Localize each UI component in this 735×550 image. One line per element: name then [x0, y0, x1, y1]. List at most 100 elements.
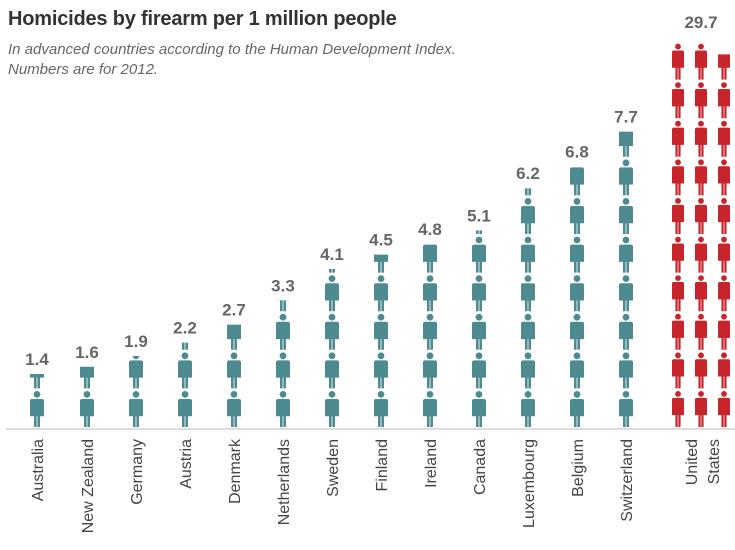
- category-label-layer: Australia New Zealand Germany Austria Denmar…: [30, 438, 723, 533]
- person-icon: [374, 352, 388, 389]
- category-label: Sweden: [325, 439, 342, 497]
- value-label: 6.8: [565, 143, 589, 162]
- person-icon: [423, 313, 437, 350]
- category-label: Switzerland: [619, 439, 636, 522]
- person-icon: [80, 391, 94, 427]
- value-label: 1.9: [124, 332, 148, 351]
- category-label: Finland: [374, 439, 391, 491]
- person-icon-partial: [374, 254, 388, 273]
- category-label: Belgium: [570, 439, 587, 497]
- person-icon: [718, 391, 730, 427]
- person-icon: [325, 352, 339, 389]
- person-icon: [672, 43, 684, 80]
- person-icon: [570, 352, 584, 389]
- value-label: 2.7: [222, 301, 246, 320]
- value-label: 1.4: [25, 350, 49, 369]
- person-icon: [672, 236, 684, 273]
- category-label: Denmark: [227, 438, 244, 504]
- person-icon: [718, 236, 730, 273]
- person-icon: [718, 82, 730, 119]
- person-icon: [718, 198, 730, 234]
- person-icon: [374, 275, 388, 312]
- person-icon: [570, 313, 584, 350]
- person-icon: [695, 198, 707, 234]
- person-icon-partial: [80, 366, 94, 389]
- person-icon: [325, 313, 339, 350]
- person-icon: [619, 275, 633, 312]
- person-icon: [619, 313, 633, 350]
- person-icon: [718, 313, 730, 350]
- person-icon-partial: [476, 230, 482, 234]
- person-icon: [472, 236, 486, 273]
- person-icon-partial: [423, 244, 437, 273]
- person-icon-partial: [718, 54, 730, 80]
- person-icon: [695, 236, 707, 273]
- person-icon: [672, 275, 684, 312]
- person-icon: [619, 391, 633, 427]
- value-label: 5.1: [467, 206, 491, 225]
- person-icon: [570, 197, 584, 234]
- person-icon: [472, 313, 486, 350]
- person-icon-partial: [619, 131, 633, 157]
- person-icon: [570, 390, 584, 427]
- category-label: Canada: [472, 439, 489, 495]
- chart-subtitle: In advanced countries according to the H…: [8, 40, 456, 80]
- value-label: 4.8: [418, 220, 442, 239]
- person-icon: [521, 313, 535, 350]
- category-label: Luxembourg: [521, 439, 538, 528]
- person-icon: [325, 275, 339, 312]
- person-icon: [570, 236, 584, 273]
- person-icon: [521, 391, 535, 427]
- person-icon: [718, 275, 730, 312]
- person-icon: [695, 43, 707, 80]
- person-icon: [695, 313, 707, 350]
- person-icon: [718, 120, 730, 157]
- value-label: 1.6: [75, 343, 99, 362]
- category-label: Austria: [178, 439, 195, 489]
- category-label: Ireland: [423, 439, 440, 488]
- person-icon: [695, 120, 707, 157]
- person-icon: [718, 159, 730, 196]
- person-icon: [718, 352, 730, 389]
- person-icon: [619, 352, 633, 389]
- person-icon: [695, 391, 707, 427]
- person-icon: [423, 391, 437, 427]
- person-icon: [570, 275, 584, 312]
- category-label: Germany: [129, 439, 146, 505]
- person-icon-partial: [329, 269, 335, 273]
- person-icon: [423, 352, 437, 389]
- person-icon: [374, 391, 388, 427]
- value-label-layer: 1.4 1.6 1.9 2.2 2.7 3.3 4.1 4.5 4.8 5.1 6.2 6.8 7.7 2…: [25, 13, 717, 369]
- value-label: 3.3: [271, 276, 295, 295]
- person-icon: [30, 391, 44, 427]
- person-icon: [521, 198, 535, 234]
- person-icon: [276, 313, 290, 350]
- person-icon: [695, 82, 707, 119]
- person-icon: [672, 352, 684, 389]
- person-icon: [695, 275, 707, 312]
- person-icon: [276, 391, 290, 427]
- person-icon: [672, 313, 684, 350]
- person-icon: [374, 313, 388, 350]
- category-label: United States: [684, 439, 723, 485]
- person-icon: [178, 352, 192, 389]
- person-icon: [178, 391, 192, 427]
- person-icon-partial: [227, 324, 241, 350]
- category-label: Netherlands: [276, 439, 293, 525]
- person-icon: [472, 352, 486, 389]
- person-icon: [227, 352, 241, 389]
- person-icon: [695, 352, 707, 389]
- person-icon: [672, 159, 684, 196]
- person-icon: [619, 159, 633, 196]
- person-icon: [129, 391, 143, 427]
- person-icon: [672, 197, 684, 234]
- person-icon: [423, 275, 437, 312]
- person-icon: [672, 390, 684, 427]
- value-label: 29.7: [684, 13, 717, 32]
- value-label: 6.2: [516, 164, 540, 183]
- person-icon-partial: [129, 356, 143, 389]
- person-icon-partial: [525, 188, 531, 196]
- value-label: 2.2: [173, 319, 197, 338]
- person-icon-partial: [182, 342, 188, 350]
